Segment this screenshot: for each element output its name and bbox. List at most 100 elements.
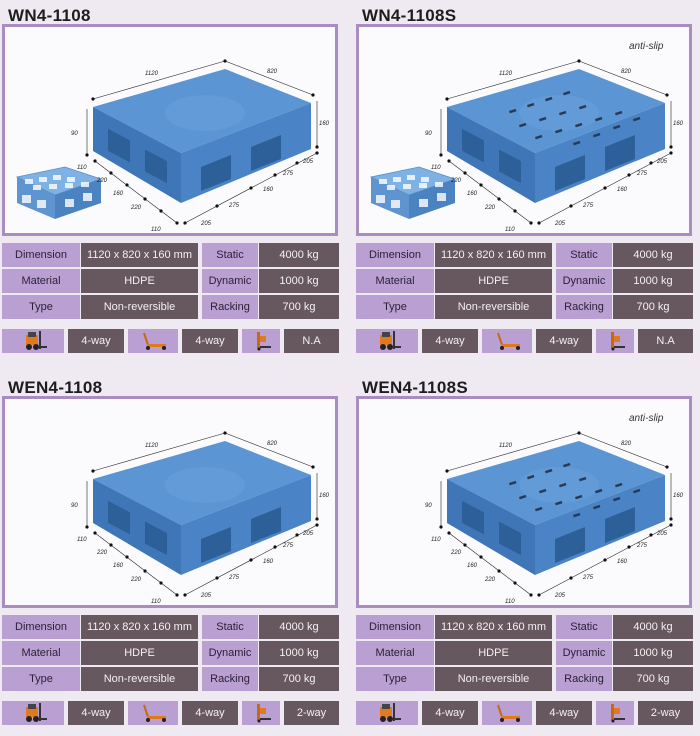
pallet-jack-way: 4-way	[182, 701, 238, 725]
anti-slip-slot	[593, 504, 601, 510]
forklift-way: 4-way	[422, 329, 478, 353]
dim-j: 205	[302, 531, 314, 537]
type-value: Non-reversible	[435, 295, 552, 319]
anti-slip-slot	[545, 96, 553, 102]
anti-slip-slot	[545, 468, 553, 474]
dim-b: 220	[96, 550, 108, 556]
dim-height: 160	[319, 493, 330, 499]
static-value: 4000 kg	[259, 243, 339, 267]
stacker-icon	[596, 329, 634, 353]
anti-slip-slot	[519, 122, 527, 128]
dim-g: 275	[582, 575, 594, 581]
dimension-label: Dimension	[356, 243, 434, 267]
pallet-drawing: 1120 820 160 90 110 220 160 220 110 205 …	[15, 59, 330, 233]
type-value: Non-reversible	[81, 295, 198, 319]
small-pallet-image	[369, 166, 457, 219]
dim-a: 110	[431, 165, 441, 171]
anti-slip-slot	[559, 482, 567, 488]
type-value: Non-reversible	[435, 667, 552, 691]
anti-slip-slot	[593, 132, 601, 138]
dim-width: 820	[267, 441, 278, 447]
dynamic-label: Dynamic	[556, 269, 612, 293]
dim-b: 220	[96, 178, 108, 184]
pallet-jack-way: 4-way	[182, 329, 238, 353]
forklift-way: 4-way	[68, 701, 124, 725]
dim-j: 205	[656, 159, 668, 165]
static-label: Static	[556, 615, 612, 639]
racking-value: 700 kg	[613, 667, 693, 691]
pallet-jack-icon	[128, 329, 178, 353]
dim-deck: 90	[71, 503, 78, 509]
material-label: Material	[356, 269, 434, 293]
dynamic-value: 1000 kg	[259, 269, 339, 293]
dim-g: 275	[582, 203, 594, 209]
dimension-value: 1120 x 820 x 160 mm	[435, 615, 552, 639]
dim-b: 220	[450, 550, 462, 556]
dynamic-label: Dynamic	[202, 641, 258, 665]
material-value: HDPE	[435, 641, 552, 665]
dim-h: 160	[617, 559, 628, 565]
racking-label: Racking	[556, 667, 612, 691]
dim-height: 160	[673, 493, 684, 499]
dim-deck: 90	[71, 131, 78, 137]
dynamic-label: Dynamic	[556, 641, 612, 665]
anti-slip-slot	[509, 108, 517, 114]
anti-slip-slot	[575, 122, 583, 128]
dim-h: 160	[617, 187, 628, 193]
anti-slip-slot	[559, 110, 567, 116]
dim-h: 160	[263, 559, 274, 565]
dim-f: 205	[200, 593, 212, 599]
type-label: Type	[2, 667, 80, 691]
racking-value: 700 kg	[259, 667, 339, 691]
anti-slip-slot	[527, 474, 535, 480]
dynamic-value: 1000 kg	[613, 269, 693, 293]
anti-slip-slot	[575, 494, 583, 500]
anti-slip-slot	[573, 140, 581, 146]
type-label: Type	[356, 295, 434, 319]
main-pallet-image	[447, 69, 665, 203]
product-card-1: WN4-1108	[2, 2, 342, 364]
material-value: HDPE	[81, 641, 198, 665]
dim-c: 160	[113, 563, 124, 569]
material-label: Material	[356, 641, 434, 665]
dimension-value: 1120 x 820 x 160 mm	[435, 243, 552, 267]
anti-slip-slot	[614, 482, 623, 488]
dim-e: 110	[151, 599, 161, 605]
product-title: WN4-1108	[8, 6, 91, 25]
dim-i: 275	[636, 171, 648, 177]
dim-length: 1120	[145, 71, 159, 77]
anti-slip-slot	[579, 104, 587, 110]
pallet-jack-way: 4-way	[536, 329, 592, 353]
anti-slip-slot	[535, 134, 543, 140]
anti-slip-slot	[535, 506, 543, 512]
dim-i: 275	[282, 171, 294, 177]
main-pallet-image	[447, 441, 665, 575]
dimension-label: Dimension	[356, 615, 434, 639]
product-card-4: WEN4-1108S	[356, 374, 696, 736]
dim-h: 160	[263, 187, 274, 193]
forklift-way: 4-way	[68, 329, 124, 353]
static-value: 4000 kg	[613, 243, 693, 267]
dim-f: 205	[554, 221, 566, 227]
dim-g: 275	[228, 575, 240, 581]
dimension-value: 1120 x 820 x 160 mm	[81, 615, 198, 639]
dim-c: 160	[113, 191, 124, 197]
product-card-3: WEN4-1108	[2, 374, 342, 736]
stacker-way: N.A	[638, 329, 693, 353]
dim-d: 220	[130, 577, 142, 583]
anti-slip-slot	[573, 512, 581, 518]
dim-j: 205	[302, 159, 314, 165]
anti-slip-slot	[595, 488, 603, 494]
dim-length: 1120	[145, 443, 159, 449]
racking-label: Racking	[202, 295, 258, 319]
anti-slip-slot	[527, 102, 535, 108]
dim-j: 205	[656, 531, 668, 537]
anti-slip-slot	[519, 494, 527, 500]
dynamic-value: 1000 kg	[259, 641, 339, 665]
dim-deck: 90	[425, 131, 432, 137]
forklift-way: 4-way	[422, 701, 478, 725]
dim-a: 110	[77, 537, 87, 543]
material-value: HDPE	[81, 269, 198, 293]
static-label: Static	[556, 243, 612, 267]
dim-e: 110	[151, 227, 161, 233]
